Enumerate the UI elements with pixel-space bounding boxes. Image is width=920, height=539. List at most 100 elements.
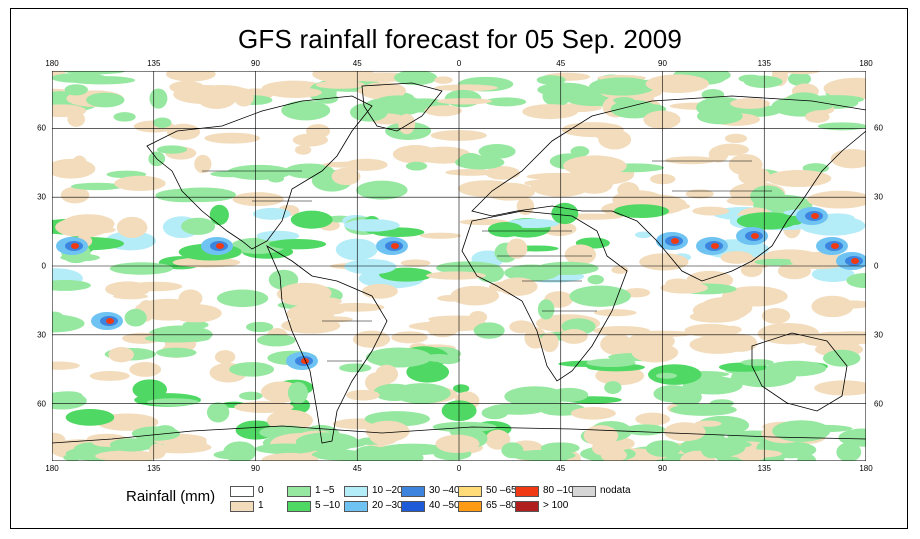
lat-tick-label: 30 [37, 192, 46, 202]
rain-patch [52, 279, 91, 291]
greenland-coast [361, 82, 443, 132]
rain-patch [179, 435, 207, 452]
rain-patch [436, 98, 493, 105]
lon-tick-label: 45 [352, 59, 362, 68]
lon-tick-label: 135 [147, 464, 161, 473]
rain-patch [434, 76, 453, 84]
rain-patch [498, 277, 538, 296]
rain-patch [306, 124, 331, 139]
rain-patch [664, 156, 717, 165]
rain-patch [669, 387, 702, 407]
legend-swatch [230, 501, 254, 512]
legend-swatch [572, 486, 596, 497]
rain-patch [790, 251, 849, 270]
rain-patch [540, 332, 559, 353]
lat-tick-label: 60 [37, 123, 46, 133]
lat-tick-label: 30 [874, 192, 883, 202]
extreme-rain-patch [671, 238, 679, 244]
rain-patch [643, 110, 681, 129]
legend-label: 80 –100 [543, 485, 580, 496]
rain-patch [356, 180, 408, 200]
legend-swatch [515, 486, 539, 497]
rain-patch [765, 360, 827, 377]
rain-patch [807, 190, 866, 209]
rain-patch [290, 210, 333, 229]
rain-patch [455, 155, 505, 170]
rain-patch [435, 434, 480, 454]
legend-swatch [230, 486, 254, 497]
rain-patch [604, 381, 622, 395]
lat-tick-label: 30 [874, 330, 883, 340]
legend-label: 30 –40 [429, 485, 460, 496]
lon-tick-label: 180 [859, 464, 873, 473]
rain-patch [728, 154, 763, 176]
rain-patch [52, 391, 83, 401]
rain-patch [783, 71, 820, 75]
rain-patch [506, 238, 528, 259]
rain-patch [487, 222, 524, 238]
rain-patch [71, 155, 88, 177]
rain-patch [560, 329, 588, 344]
rain-patch [114, 175, 166, 192]
rain-patch [772, 420, 831, 442]
extreme-rain-patch [831, 243, 839, 249]
rain-patch [631, 342, 679, 363]
rain-patch [473, 322, 505, 339]
rain-patch [147, 398, 200, 406]
extreme-rain-patch [71, 243, 79, 249]
rain-patch [509, 320, 534, 334]
rain-patch [349, 102, 388, 122]
rain-patch [131, 426, 181, 441]
rain-patch [570, 146, 590, 157]
rain-patch [357, 87, 377, 95]
rain-patch [645, 74, 709, 94]
legend-swatch [458, 501, 482, 512]
rain-patch [172, 257, 241, 268]
rain-patch [113, 112, 136, 122]
extreme-rain-patch [851, 258, 859, 264]
rain-patch [722, 325, 742, 334]
rain-patch [419, 232, 462, 239]
rain-patch [223, 441, 257, 461]
rain-patch [552, 442, 572, 461]
rain-patch [838, 428, 866, 447]
rain-patch [522, 104, 578, 120]
rain-patch [713, 143, 749, 156]
extreme-rain-patch [301, 358, 309, 364]
legend-label: 1 [258, 500, 264, 511]
eurasia-coast [471, 95, 866, 282]
rain-patch [55, 217, 110, 238]
rain-patch [122, 332, 162, 344]
rain-patch [639, 253, 689, 271]
rain-patch [610, 99, 658, 119]
rain-patch [281, 100, 331, 121]
extreme-rain-patch [106, 318, 114, 324]
rain-patch [252, 207, 291, 220]
rain-patch [113, 293, 149, 300]
lon-tick-label: 135 [757, 464, 771, 473]
rain-patch [723, 335, 758, 352]
legend-swatch [344, 486, 368, 497]
rain-patch [631, 330, 693, 338]
rain-patch [268, 238, 327, 250]
extreme-rain-patch [751, 233, 759, 239]
legend-swatch [344, 501, 368, 512]
rain-patch [613, 96, 635, 104]
lon-tick-label: 0 [456, 464, 462, 473]
rain-patch [635, 412, 671, 426]
rain-patch [86, 92, 125, 108]
rain-patch [256, 230, 300, 242]
rain-patch [373, 383, 416, 402]
north-america-coast [146, 95, 373, 250]
lon-tick-label: 45 [352, 464, 362, 473]
legend-label: 1 –5 [315, 485, 335, 496]
rain-patch [720, 251, 754, 264]
legend-swatch [458, 486, 482, 497]
rain-patch [738, 74, 763, 83]
rain-patch [369, 427, 400, 446]
rain-patch [526, 172, 592, 181]
rain-patch [365, 347, 432, 368]
rain-patch [239, 391, 263, 401]
legend-label: 65 –80 [486, 500, 517, 511]
rain-patch [536, 261, 599, 276]
